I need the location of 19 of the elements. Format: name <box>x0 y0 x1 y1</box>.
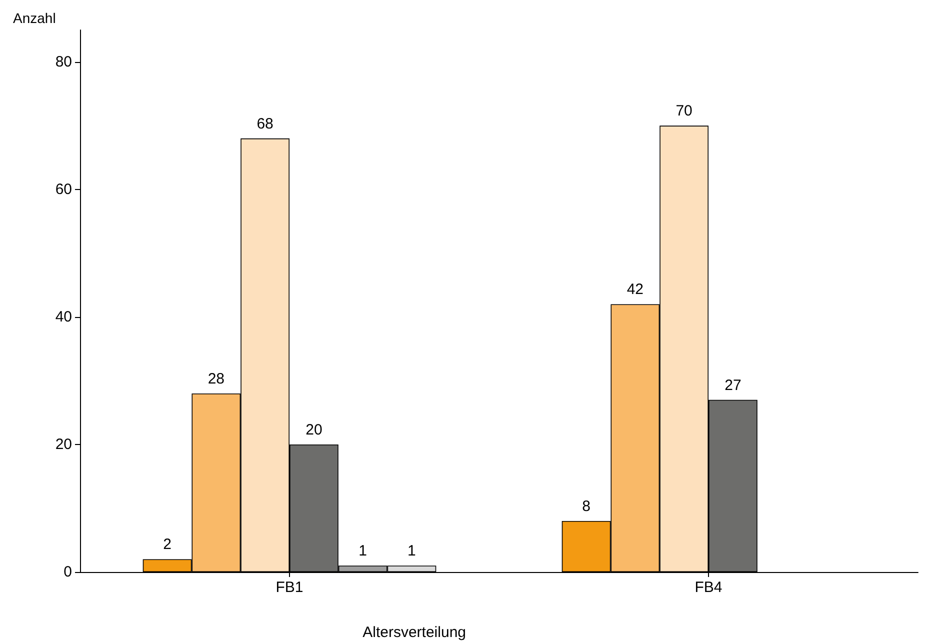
data-label: 8 <box>582 498 590 515</box>
data-label: 2 <box>163 536 172 554</box>
x-tick-label: FB1 <box>276 579 304 596</box>
x-tick-label: FB4 <box>694 579 722 596</box>
data-label: 27 <box>724 376 742 394</box>
data-label: 68 <box>256 115 274 132</box>
data-label: 20 <box>306 421 322 438</box>
y-tick-label: 40 <box>55 308 72 326</box>
data-label: 28 <box>208 370 225 388</box>
data-label: 1 <box>408 542 416 560</box>
y-tick-label: 60 <box>55 180 72 198</box>
x-axis-title: Altersverteilung <box>362 624 466 641</box>
data-label: 1 <box>358 542 367 560</box>
data-label: 42 <box>626 281 644 298</box>
data-label: 70 <box>676 102 692 120</box>
y-tick-label: 20 <box>55 436 72 453</box>
y-tick-label: 0 <box>64 564 72 580</box>
y-axis-title: Anzahl <box>13 10 56 26</box>
y-tick-label: 80 <box>55 53 72 70</box>
